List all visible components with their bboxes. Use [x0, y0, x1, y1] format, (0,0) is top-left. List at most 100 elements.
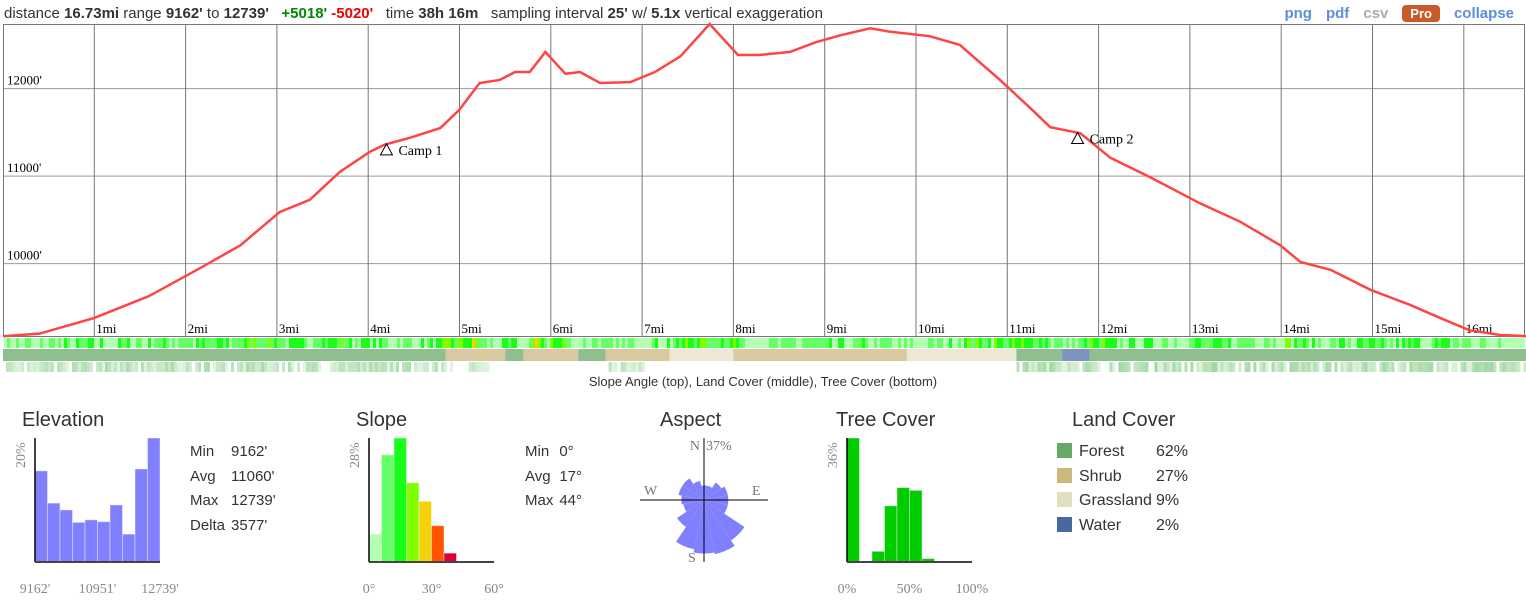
slope-band-cell — [1393, 338, 1396, 348]
slope-band-cell — [541, 338, 544, 348]
tree-cover-cell — [1424, 362, 1428, 372]
tree-cover-cell — [1418, 362, 1422, 372]
slope-band-cell — [289, 338, 292, 348]
tree-cover-cell — [1058, 362, 1062, 372]
tree-cover-cell — [387, 362, 390, 372]
slope-band-cell — [376, 338, 379, 348]
slope-band-cell — [1012, 338, 1015, 348]
x-tick-label: 6mi — [553, 321, 574, 336]
slope-band-cell — [181, 338, 184, 348]
tree-cover-cell — [171, 362, 174, 372]
tree-cover-cell — [1073, 362, 1077, 372]
collapse-link[interactable]: collapse — [1453, 5, 1514, 22]
slope-band-cell — [1372, 338, 1375, 348]
tree-cover-cell — [291, 362, 294, 372]
camp-triangle-icon — [379, 142, 394, 156]
slope-band-cell — [1444, 338, 1447, 348]
slope-band-cell — [823, 338, 826, 348]
tree-cover-cell — [336, 362, 339, 372]
tree-cover-cell — [246, 362, 249, 372]
land-cover-segment — [906, 349, 1017, 361]
slope-band-cell — [1453, 338, 1456, 348]
tree-cover-cell — [57, 362, 60, 372]
slope-band-cell — [1507, 338, 1510, 348]
csv-link[interactable]: csv — [1363, 5, 1389, 22]
stat-label: Min — [190, 443, 215, 460]
tree-cover-title: Tree Cover — [836, 409, 936, 431]
slope-band-cell — [478, 338, 481, 348]
slope-band-cell — [373, 338, 376, 348]
tree-cover-cell — [1076, 362, 1080, 372]
slope-band-cell — [1090, 338, 1093, 348]
elevation-line — [2, 22, 1526, 338]
tree-cover-cell — [1199, 362, 1203, 372]
slope-band-cell — [1504, 338, 1507, 348]
slope-band-cell — [1480, 338, 1483, 348]
plot-frame — [3, 24, 1525, 337]
slope-band-cell — [523, 338, 526, 348]
slope-band-cell — [658, 338, 661, 348]
pdf-link[interactable]: pdf — [1325, 5, 1350, 22]
slope-band-cell — [355, 338, 358, 348]
tree-cover-cell — [258, 362, 261, 372]
aspect-sector — [704, 482, 722, 500]
slope-band-cell — [886, 338, 889, 348]
slope-band-cell — [778, 338, 781, 348]
tree-cover-cell — [177, 362, 180, 372]
legend-pct: 9% — [1156, 492, 1180, 509]
histogram-bar — [871, 550, 885, 563]
tree-cover-cell — [342, 362, 345, 372]
exaggeration-value: 5.1x — [651, 5, 681, 22]
tree-cover-cell — [351, 362, 354, 372]
tree-cover-cell — [360, 362, 363, 372]
slope-band-cell — [1132, 338, 1135, 348]
tree-cover-cell — [1355, 362, 1359, 372]
slope-band-cell — [412, 338, 415, 348]
slope-band-cell — [1186, 338, 1189, 348]
slope-band-cell — [1474, 338, 1477, 348]
tree-cover-cell — [63, 362, 66, 372]
tree-cover-cell — [1070, 362, 1074, 372]
slope-band-cell — [664, 338, 667, 348]
tree-cover-cell — [252, 362, 255, 372]
slope-band-cell — [1438, 338, 1441, 348]
slope-band-cell — [1057, 338, 1060, 348]
tree-cover-cell — [120, 362, 123, 372]
slope-band-cell — [1093, 338, 1096, 348]
slope-band-cell — [706, 338, 709, 348]
aspect-sector — [682, 478, 704, 500]
tree-cover-cell — [1229, 362, 1233, 372]
tree-cover-cell — [297, 362, 300, 372]
slope-band-cell — [697, 338, 700, 348]
slope-band-cell — [1120, 338, 1123, 348]
histogram-bar — [381, 454, 395, 563]
slope-band-cell — [166, 338, 169, 348]
slope-band-cell — [1363, 338, 1366, 348]
slope-band-cell — [868, 338, 871, 348]
legend-pct: 27% — [1156, 467, 1189, 485]
tree-cover-cell — [162, 362, 165, 372]
time-value: 38h 16m — [418, 5, 479, 22]
slope-band-cell — [361, 338, 364, 348]
tree-cover-cell — [330, 362, 333, 372]
tree-cover-cell — [141, 362, 144, 372]
slope-band-cell — [1225, 338, 1228, 348]
pro-badge[interactable]: Pro — [1402, 5, 1440, 22]
slope-band-cell — [535, 338, 538, 348]
slope-band-cell — [142, 338, 145, 348]
slope-band-cell — [127, 338, 130, 348]
slope-band-cell — [1492, 338, 1495, 348]
slope-band-cell — [1201, 338, 1204, 348]
tree-cover-cell — [423, 362, 426, 372]
png-link[interactable]: png — [1284, 5, 1312, 22]
slope-band-cell — [1108, 338, 1111, 348]
slope-band-cell — [850, 338, 853, 348]
tree-cover-cell — [1460, 362, 1464, 372]
tree-cover-cell — [1373, 362, 1377, 372]
slope-band-cell — [1027, 338, 1030, 348]
tree-cover-cell — [1310, 362, 1314, 372]
x-tick-label: 3mi — [279, 321, 300, 336]
slope-band-cell — [505, 338, 508, 348]
slope-band-cell — [280, 338, 283, 348]
slope-band-cell — [610, 338, 613, 348]
